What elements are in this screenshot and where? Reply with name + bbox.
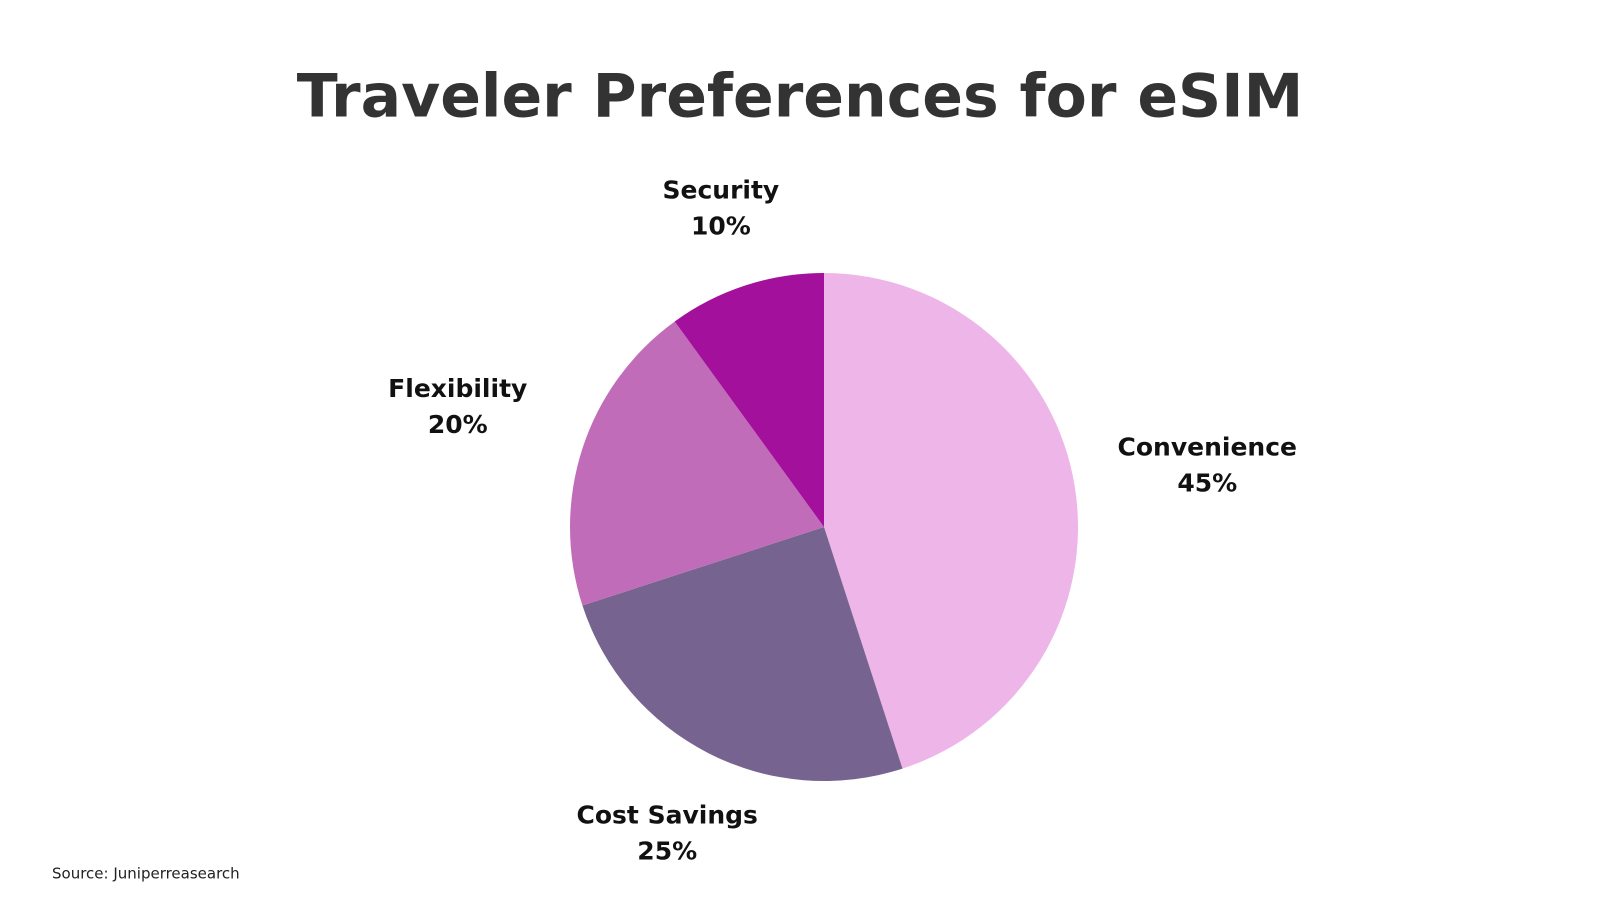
pie-slice	[824, 273, 1078, 769]
slice-label: Cost Savings	[577, 801, 758, 830]
slice-label: Flexibility	[388, 374, 527, 403]
pie-slice	[570, 321, 824, 606]
slice-value: 20%	[428, 410, 488, 439]
slice-value: 10%	[691, 212, 751, 241]
slice-value: 45%	[1177, 468, 1237, 497]
chart-title: Traveler Preferences for eSIM	[297, 62, 1304, 132]
source: Source: Juniperreasearch	[52, 865, 240, 883]
pie-slice	[674, 273, 824, 527]
slice-label: Convenience	[1118, 432, 1297, 461]
slice-label: Security	[663, 176, 780, 205]
slice-value: 25%	[637, 837, 697, 866]
pie-slice	[582, 527, 903, 781]
